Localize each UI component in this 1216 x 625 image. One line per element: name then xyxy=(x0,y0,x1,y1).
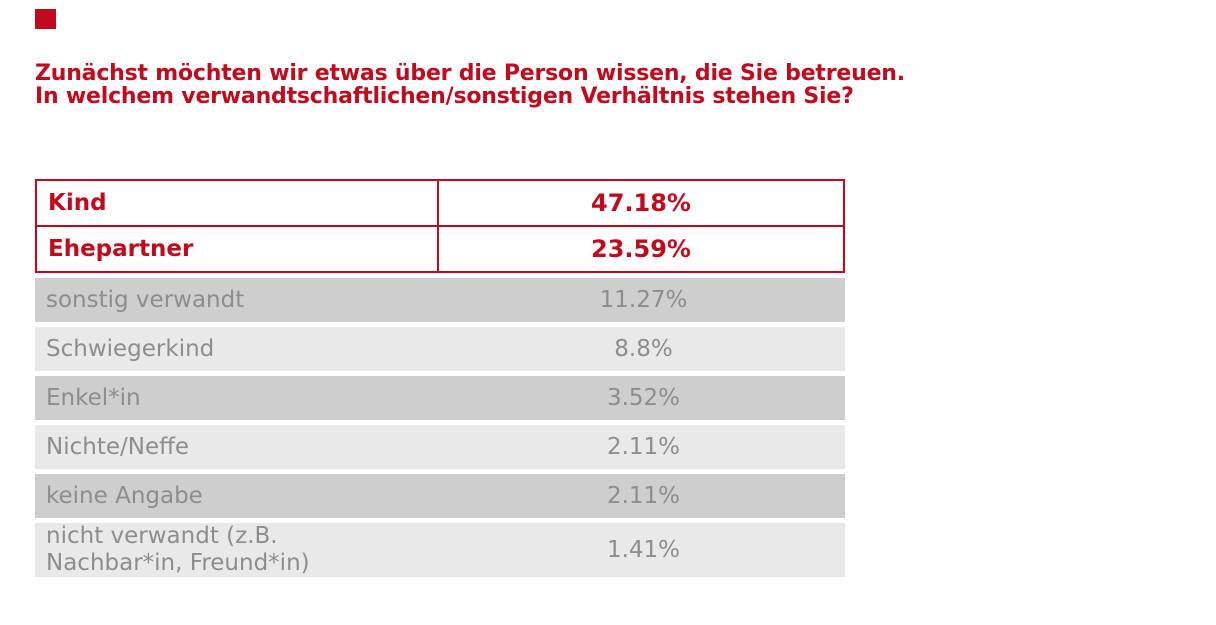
answer-label-line: Schwiegerkind xyxy=(46,335,215,362)
question-title-line1: Zunächst möchten wir etwas über die Pers… xyxy=(35,61,905,86)
answer-label-line: Enkel*in xyxy=(46,384,141,411)
answer-percentage: 1.41% xyxy=(606,537,681,563)
answer-label: nicht verwandt (z.B. Nachbar*in, Freund*i… xyxy=(35,523,437,577)
answer-percentage: 47.18% xyxy=(591,189,691,217)
answer-label: keine Angabe xyxy=(35,474,437,518)
question-title: Zunächst möchten wir etwas über die Pers… xyxy=(35,62,905,108)
answer-label: sonstig verwandt xyxy=(35,278,437,322)
answer-label: Nichte/Neffe xyxy=(35,425,437,469)
table-row: keine Angabe 2.11% xyxy=(35,474,845,518)
answer-label-line: sonstig verwandt xyxy=(46,286,245,313)
table-row: Kind 47.18% xyxy=(37,181,843,225)
answer-percentage: 23.59% xyxy=(591,235,691,263)
survey-results-table: Kind 47.18% Ehepartner 23.59% sonstig verwa… xyxy=(35,179,845,577)
answer-label-line: nicht verwandt (z.B. xyxy=(46,523,278,549)
answer-label-line: keine Angabe xyxy=(46,482,203,509)
brand-square-mark xyxy=(35,9,56,29)
table-row: nicht verwandt (z.B. Nachbar*in, Freund*i… xyxy=(35,523,845,577)
other-answers-rows: sonstig verwandt 11.27% Schwiegerkind 8.8% E… xyxy=(35,278,845,577)
answer-label: Enkel*in xyxy=(35,376,437,420)
answer-label-line: Kind xyxy=(48,189,107,216)
table-row: Nichte/Neffe 2.11% xyxy=(35,425,845,469)
answer-percentage: 2.11% xyxy=(606,483,681,509)
table-row: Enkel*in 3.52% xyxy=(35,376,845,420)
table-row: Ehepartner 23.59% xyxy=(37,225,843,271)
table-row: Schwiegerkind 8.8% xyxy=(35,327,845,371)
answer-percentage: 2.11% xyxy=(606,434,681,460)
answer-percentage: 11.27% xyxy=(599,287,688,313)
answer-label-line: Nichte/Neffe xyxy=(46,433,190,460)
answer-percentage: 3.52% xyxy=(606,385,681,411)
answer-label: Ehepartner xyxy=(37,227,439,271)
answer-label: Schwiegerkind xyxy=(35,327,437,371)
question-title-line2: In welchem verwandtschaftlichen/sonstige… xyxy=(35,84,854,109)
answer-percentage: 8.8% xyxy=(614,336,673,362)
top-answers-highlight-box: Kind 47.18% Ehepartner 23.59% xyxy=(35,179,845,273)
answer-label-line: Nachbar*in, Freund*in) xyxy=(46,550,310,576)
answer-label-line: Ehepartner xyxy=(48,235,194,262)
table-row: sonstig verwandt 11.27% xyxy=(35,278,845,322)
answer-label: Kind xyxy=(37,181,439,225)
